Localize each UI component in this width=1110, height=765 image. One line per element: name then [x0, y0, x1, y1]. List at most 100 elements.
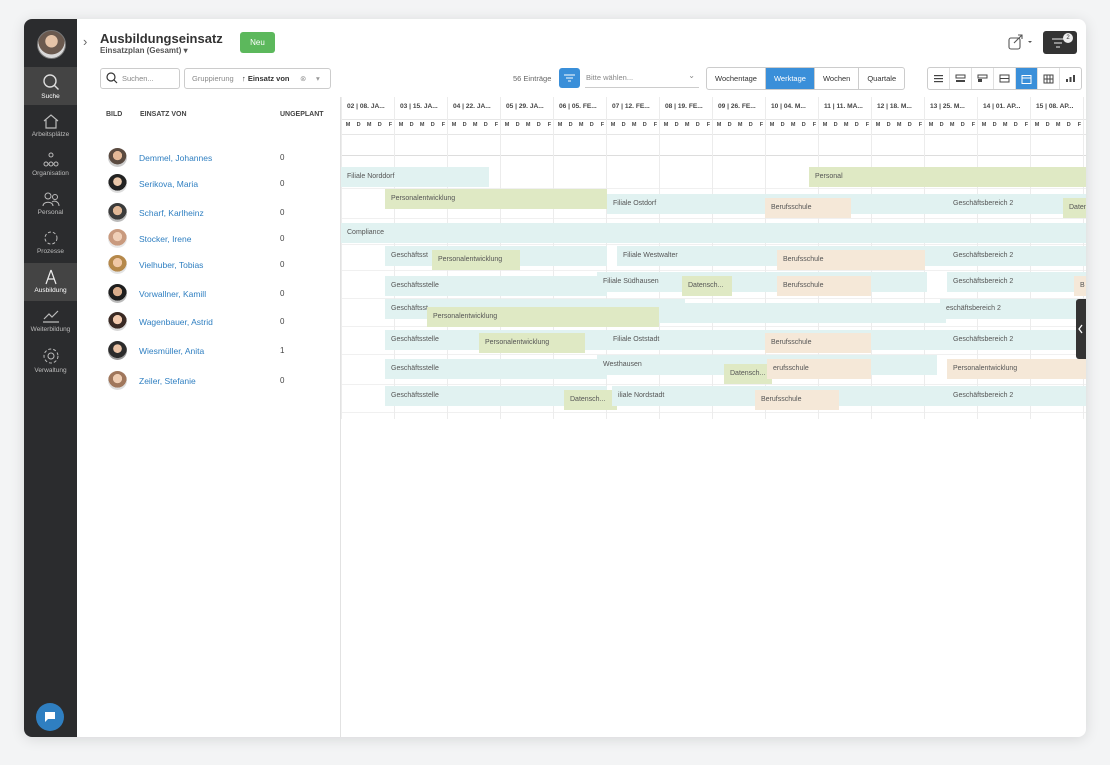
table-row[interactable]: Vielhuber, Tobias 0 [100, 252, 340, 278]
sidebar-item-ausbildung[interactable]: Ausbildung [24, 263, 77, 301]
assignment-bar[interactable]: Geschäftsstelle [385, 276, 607, 296]
assignment-bar[interactable]: Berufsschule [765, 198, 851, 218]
table-row[interactable]: Serikova, Maria 0 [100, 171, 340, 197]
weekday-label: D [833, 122, 838, 128]
column-header-image[interactable]: BILD [106, 111, 123, 118]
assignment-bar[interactable]: Geschäftsbereich 2 [953, 200, 1014, 207]
assignment-bar[interactable]: Berufsschule [777, 276, 871, 296]
gantt-view-button[interactable] [1016, 68, 1038, 89]
person-name[interactable]: Demmel, Johannes [139, 153, 213, 163]
assignment-bar[interactable]: Geschäftsstelle [385, 359, 607, 379]
assignment-bar[interactable]: Geschäftsbereich 2 [947, 246, 1086, 266]
sidebar-item-arbeitsplaetze[interactable]: Arbeitsplätze [24, 107, 77, 145]
table-row[interactable]: Wagenbauer, Astrid 0 [100, 309, 340, 335]
person-name[interactable]: Wiesmüller, Anita [139, 346, 205, 356]
table-row[interactable]: Demmel, Johannes 0 [100, 145, 340, 171]
week-header: 14 | 01. AP... [983, 103, 1021, 110]
weekday-label: D [801, 122, 806, 128]
assignment-bar[interactable]: Datensch... [564, 390, 617, 410]
assignment-bar[interactable]: Personal [809, 167, 1086, 187]
search-input[interactable]: Suchen... [100, 68, 180, 89]
sidebar-item-suche[interactable]: Suche [24, 67, 77, 105]
assignment-bar[interactable]: Personalentwicklung [479, 333, 585, 353]
side-panel-toggle[interactable] [1076, 299, 1086, 359]
selection-dropdown[interactable]: Bitte wählen... ⌄ [585, 68, 699, 88]
person-name[interactable]: Vorwallner, Kamill [139, 289, 207, 299]
assignment-bar[interactable]: Datensch... [682, 276, 732, 296]
column-header-unplanned[interactable]: UNGEPLANT [280, 111, 324, 118]
grouped-rows-icon [977, 74, 988, 82]
share-button[interactable] [1007, 34, 1035, 51]
sidebar-item-verwaltung[interactable]: Verwaltung [24, 341, 77, 379]
sidebar-item-label: Prozesse [36, 248, 65, 255]
sidebar-item-label: Weiterbildung [30, 326, 71, 333]
table-row[interactable]: Vorwallner, Kamill 0 [100, 281, 340, 307]
person-name[interactable]: Wagenbauer, Astrid [139, 317, 213, 327]
table-row[interactable]: Stocker, Irene 0 [100, 226, 340, 252]
person-name[interactable]: Scharf, Karlheinz [139, 208, 204, 218]
weekday-label: D [907, 122, 912, 128]
view-wochentage[interactable]: Wochentage [707, 68, 766, 89]
view-wochen[interactable]: Wochen [815, 68, 860, 89]
assignment-bar[interactable] [659, 303, 946, 323]
assignment-bar[interactable]: Berufsschule [755, 390, 839, 410]
view-quartale[interactable]: Quartale [867, 74, 897, 83]
assignment-bar[interactable]: Geschäftsbereich 2 [947, 272, 1086, 292]
weekday-label: D [695, 122, 700, 128]
grouping-select[interactable]: Gruppierung ↑ Einsatz von ⊗ ▾ [184, 68, 331, 89]
chart-view-button[interactable] [1060, 68, 1081, 89]
assignment-bar[interactable]: Personalentwicklung [947, 359, 1086, 379]
weekday-label: M [663, 122, 669, 128]
filter-button[interactable]: 2 [1043, 31, 1077, 54]
grid-line [341, 270, 1086, 271]
table-view-button[interactable] [994, 68, 1016, 89]
assignment-bar[interactable]: Personalentwicklung [432, 250, 520, 270]
page-subtitle[interactable]: Einsatzplan (Gesamt) ▾ [100, 46, 188, 55]
sidebar-item-organisation[interactable]: Organisation [24, 146, 77, 184]
chevron-down-icon[interactable]: ▾ [316, 74, 320, 83]
assignment-bar[interactable]: B [1074, 276, 1086, 296]
sidebar-item-weiterbildung[interactable]: Weiterbildung [24, 302, 77, 340]
table-row[interactable]: Scharf, Karlheinz 0 [100, 200, 340, 226]
list-view-button[interactable] [928, 68, 950, 89]
assignment-bar[interactable]: Filiale Südhausen [597, 272, 927, 292]
person-name[interactable]: Zeiler, Stefanie [139, 376, 196, 386]
calendar-view-button[interactable] [1038, 68, 1060, 89]
unplanned-count: 0 [280, 179, 285, 188]
weekday-label: M [1002, 122, 1008, 128]
chevron-down-icon: ⌄ [688, 71, 695, 80]
compact-view-button[interactable] [950, 68, 972, 89]
sidebar-item-prozesse[interactable]: Prozesse [24, 224, 77, 262]
user-avatar[interactable] [37, 30, 66, 59]
assignment-bar[interactable]: Filiale Norddorf [341, 167, 489, 187]
assignment-bar[interactable]: Datensch... [724, 364, 772, 384]
assignment-bar[interactable]: Personalentwicklung [427, 307, 659, 327]
week-separator [341, 97, 342, 419]
weekday-label: M [504, 122, 510, 128]
person-name[interactable]: Vielhuber, Tobias [139, 260, 204, 270]
bar-chart-icon [1066, 75, 1075, 82]
table-row[interactable]: Wiesmüller, Anita 1 [100, 338, 340, 364]
assignment-bar[interactable]: Personalentwicklung [385, 189, 607, 209]
person-name[interactable]: Stocker, Irene [139, 234, 192, 244]
clear-grouping-icon[interactable]: ⊗ [300, 74, 307, 83]
chat-button[interactable] [36, 703, 64, 731]
column-header-name[interactable]: EINSATZ VON [140, 111, 187, 118]
assignment-bar[interactable]: Berufsschule [777, 250, 925, 270]
collapse-chevron-icon[interactable]: › [83, 34, 88, 49]
grouped-view-button[interactable] [972, 68, 994, 89]
assignment-bar[interactable]: eschäftsbereich 2 [940, 299, 1086, 319]
table-row[interactable]: Zeiler, Stefanie 0 [100, 368, 340, 394]
assignment-bar[interactable]: Geschäftsbereich 2 [947, 330, 1086, 350]
filter-toggle-button[interactable] [559, 68, 580, 88]
assignment-bar[interactable]: Berufsschule [765, 333, 871, 353]
assignment-bar[interactable]: Geschäftsbereich 2 [947, 386, 1086, 406]
sidebar-item-personal[interactable]: Personal [24, 185, 77, 223]
new-button[interactable]: Neu [240, 32, 275, 53]
view-werktage[interactable]: Werktage [765, 68, 815, 89]
assignment-bar[interactable]: Datens [1063, 198, 1086, 218]
assignment-bar[interactable]: Geschäftsstelle [385, 386, 607, 406]
assignment-bar[interactable]: erufsschule [767, 359, 871, 379]
assignment-bar[interactable]: Compliance [341, 223, 1086, 243]
person-name[interactable]: Serikova, Maria [139, 179, 199, 189]
